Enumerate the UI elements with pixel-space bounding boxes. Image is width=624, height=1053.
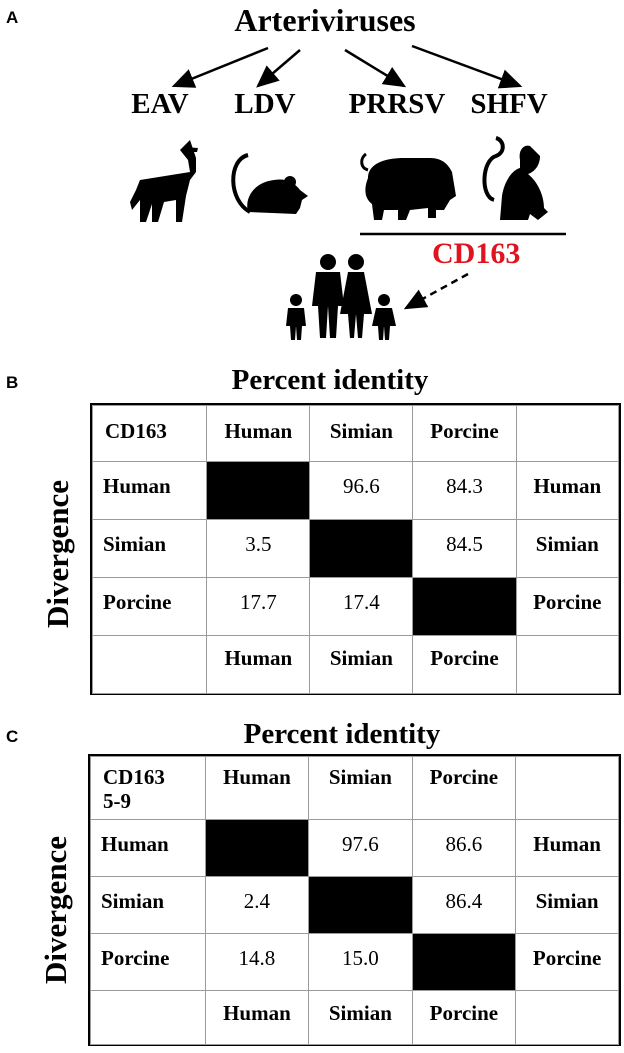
panel-c-corner-line1: CD163: [103, 765, 165, 789]
panel-b-matrix: CD163 Human Simian Porcine Human 96.6 84…: [90, 403, 621, 695]
arrow-to-prrsv: [344, 48, 407, 88]
panel-b-title: Percent identity: [231, 364, 429, 396]
panel-c-cell: 2.4: [204, 876, 310, 934]
panel-b-col-header: Human: [206, 405, 311, 462]
panel-b-cell: 3.5: [206, 519, 311, 578]
panel-c-col-header: Simian: [308, 756, 413, 820]
panel-c-corner: CD163 5-9: [90, 756, 206, 820]
panel-b-right-label: Human: [515, 461, 620, 520]
family-icon: [286, 254, 396, 340]
panel-b-col-header: Porcine: [412, 405, 517, 462]
panel-c-divergence-label: Divergence: [38, 835, 73, 984]
cd163-receptor-label: CD163: [432, 237, 521, 270]
panel-c-table: CD163 5-9 Human Simian Porcine Human 97.…: [90, 756, 619, 1045]
panel-c-footer-label: Human: [204, 990, 310, 1045]
panel-b-cell: 84.3: [412, 461, 517, 520]
panel-b-row-label: Porcine: [91, 577, 208, 636]
panel-b-cell: 84.5: [412, 519, 517, 578]
panel-c-cell: 15.0: [308, 933, 413, 991]
panel-c-cell: 86.6: [411, 819, 517, 877]
virus-label-shfv: SHFV: [470, 88, 548, 120]
panel-b-cell: 17.7: [206, 577, 311, 636]
panel-b-cell: 96.6: [309, 461, 414, 520]
panel-c-diagonal-cell: [204, 819, 310, 877]
panel-b-letter: B: [6, 373, 19, 392]
panel-b-col-header: Simian: [309, 405, 414, 462]
virus-label-eav: EAV: [131, 88, 189, 120]
panel-b-footer-label: Simian: [309, 635, 414, 694]
virus-label-prrsv: PRRSV: [348, 88, 446, 120]
panel-b-footer-label: Porcine: [412, 635, 517, 694]
panel-b-diagonal-cell: [206, 461, 311, 520]
panel-c-letter: C: [6, 727, 19, 746]
panel-b-row-label: Human: [91, 461, 208, 520]
panel-c-right-label: Porcine: [515, 933, 619, 991]
arrow-to-eav: [171, 46, 269, 88]
panel-c-diagonal-cell: [411, 933, 517, 991]
panel-c-row-label: Human: [90, 819, 206, 877]
panel-c-title: Percent identity: [243, 718, 441, 750]
panel-c-row-label: Porcine: [90, 933, 206, 991]
arrow-to-shfv: [411, 44, 523, 89]
panel-b-right-label: Porcine: [515, 577, 620, 636]
panel-c-col-header: Human: [204, 756, 310, 820]
panel-b-divergence-label: Divergence: [40, 479, 75, 628]
horse-icon: [130, 140, 198, 222]
panel-b-corner: CD163: [91, 405, 208, 462]
panel-c-right-label: Human: [515, 819, 619, 877]
panel-b-cell: 17.4: [309, 577, 414, 636]
panel-c-cell: 14.8: [204, 933, 310, 991]
panel-c-cell: 86.4: [411, 876, 517, 934]
panel-b-diagonal-cell: [309, 519, 414, 578]
arteriviruses-title: Arteriviruses: [234, 2, 416, 38]
panel-b-right-label: Simian: [515, 519, 620, 578]
panel-c-matrix: CD163 5-9 Human Simian Porcine Human 97.…: [88, 754, 621, 1046]
panel-c-right-label: Simian: [515, 876, 619, 934]
panel-c-diagonal-cell: [308, 876, 413, 934]
panel-b-footer-label: Human: [206, 635, 311, 694]
panel-c-corner-line2: 5-9: [103, 789, 131, 813]
pig-icon: [360, 152, 456, 220]
panel-a-diagram: [130, 44, 566, 340]
panel-c-cell: 97.6: [308, 819, 413, 877]
virus-label-ldv: LDV: [234, 88, 296, 120]
panel-c-footer-label: Simian: [308, 990, 413, 1045]
panel-b-row-label: Simian: [91, 519, 208, 578]
panel-b-diagonal-cell: [412, 577, 517, 636]
panel-c-footer-label: Porcine: [411, 990, 517, 1045]
dashed-arrow-to-humans: [403, 272, 469, 310]
mouse-icon: [231, 153, 308, 214]
monkey-icon: [482, 136, 548, 220]
panel-c-row-label: Simian: [90, 876, 206, 934]
panel-a-letter: A: [6, 8, 19, 27]
panel-b-table: CD163 Human Simian Porcine Human 96.6 84…: [91, 405, 620, 694]
panel-c-col-header: Porcine: [411, 756, 517, 820]
arrow-to-ldv: [256, 49, 301, 88]
